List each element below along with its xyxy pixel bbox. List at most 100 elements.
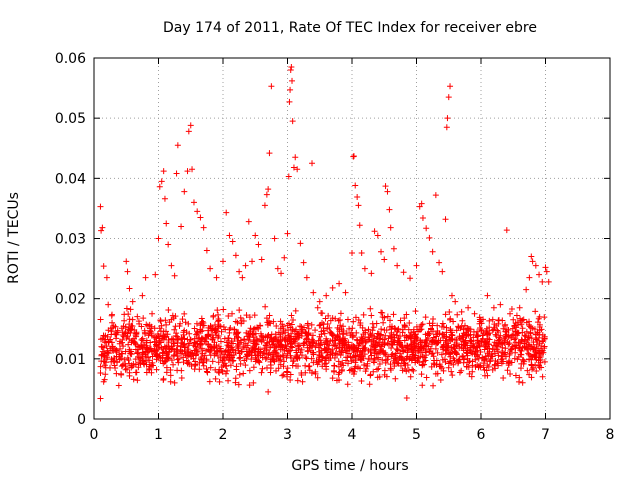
data-point [278,270,285,277]
data-point [286,348,293,355]
data-point [407,335,414,342]
data-point [395,360,402,367]
data-point [488,351,495,358]
data-point [379,314,386,320]
data-point [509,325,516,332]
data-point [286,98,293,105]
data-point [272,331,279,338]
data-point [183,329,190,336]
data-point [419,321,426,328]
data-point [235,347,242,354]
data-point [242,262,249,269]
data-point [368,332,375,339]
data-point [496,334,503,341]
data-point [432,192,439,199]
data-point [212,366,219,373]
data-point [123,365,130,372]
data-point [397,333,404,340]
data-point [193,331,200,338]
data-point [313,340,320,347]
data-point [166,346,173,353]
grid-lines [94,58,610,419]
data-point [232,349,239,356]
data-point [142,274,149,281]
data-point [97,203,104,210]
data-point [479,335,486,342]
data-point [329,375,336,382]
data-point [334,324,341,331]
data-point [490,304,497,311]
data-point [346,325,353,332]
data-point [255,346,262,353]
data-point [165,349,172,356]
data-point [294,377,301,384]
data-point [120,323,127,330]
data-point [197,214,204,221]
data-point [119,331,126,338]
data-point [197,355,204,362]
data-point [226,326,233,333]
data-point [510,316,517,323]
data-point [518,336,525,343]
data-point [332,315,339,322]
data-point [394,328,401,335]
data-point [531,326,538,333]
data-point [127,306,134,313]
data-point [523,286,530,293]
data-point [348,341,355,348]
data-point [132,361,139,368]
data-point [194,208,201,215]
data-point [196,334,203,341]
data-point [364,360,371,367]
data-point [162,357,169,364]
data-point [524,346,531,353]
data-point [246,382,253,389]
data-point [401,365,408,372]
data-point [394,347,401,354]
data-point [227,362,234,369]
data-point [367,305,374,312]
data-point [161,334,168,341]
data-point [504,338,511,345]
data-point [116,340,123,347]
data-point [287,86,294,93]
data-point [487,356,494,363]
data-point [191,339,198,346]
data-point [125,326,132,333]
data-point [386,323,393,330]
data-point [484,292,491,299]
data-point [467,337,474,344]
data-point [506,359,513,366]
data-point [383,373,390,380]
data-point [178,375,185,382]
data-point [499,317,506,324]
data-point [138,336,145,343]
data-point [536,271,543,278]
data-point [409,356,416,363]
data-point [411,338,418,345]
data-point [518,321,525,328]
data-point [286,320,293,327]
data-point [413,262,420,269]
data-point [310,359,317,366]
data-point [381,256,388,263]
data-point [419,382,426,389]
data-point [274,265,281,272]
data-point [174,348,181,355]
data-point [134,313,141,320]
data-point [534,319,541,326]
data-point [394,337,401,344]
data-point [262,356,269,363]
data-point [422,314,429,321]
x-tick-label: 5 [412,427,421,443]
x-tick-label: 7 [541,427,550,443]
data-point [494,327,501,334]
data-point [433,331,440,338]
data-point [543,268,550,275]
data-point [511,342,518,349]
data-point [350,345,357,352]
data-point [143,369,150,376]
data-point [273,322,280,329]
data-point [209,335,216,342]
data-point [354,193,361,200]
